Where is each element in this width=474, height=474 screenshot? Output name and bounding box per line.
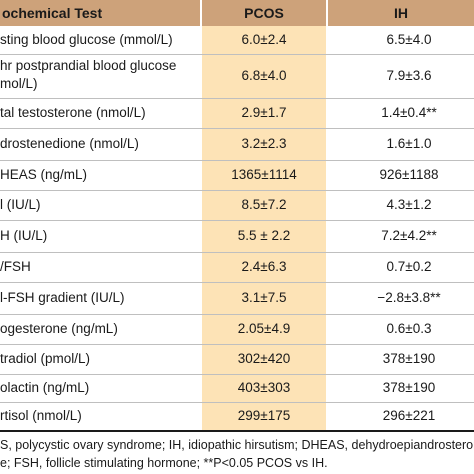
table-row: tal testosterone (nmol/L) 2.9±1.7 1.4±0.4*… (0, 98, 474, 128)
row-divider (0, 344, 474, 345)
footnote-line-2: e; FSH, follicle stimulating hormone; **… (0, 456, 328, 470)
cell-ih: 926±1188 (379, 167, 439, 182)
cell-ih: 7.2±4.2** (381, 228, 437, 243)
table-row: sting blood glucose (mmol/L) 6.0±2.4 6.5±4… (0, 26, 474, 54)
cell-pcos: 6.0±2.4 (241, 32, 287, 47)
cell-pcos: 403±303 (237, 380, 291, 395)
row-divider (0, 190, 474, 191)
cell-ih: 7.9±3.6 (386, 68, 432, 83)
cell-test: rtisol (nmol/L) (0, 408, 82, 423)
cell-test: hr postprandial blood glucose mol/L) (0, 58, 177, 91)
cell-pcos: 6.8±4.0 (241, 68, 287, 83)
table-row: ogesterone (ng/mL) 2.05±4.9 0.6±0.3 (0, 314, 474, 344)
row-divider (0, 282, 474, 283)
cell-ih: 0.6±0.3 (386, 321, 432, 336)
table-bottom-rule (0, 430, 474, 432)
table-row: H (IU/L) 5.5 ± 2.2 7.2±4.2** (0, 220, 474, 252)
cell-ih: −2.8±3.8** (377, 290, 441, 305)
cell-pcos: 2.05±4.9 (237, 321, 291, 336)
cell-ih: 378±190 (382, 351, 436, 366)
cell-test: drostenedione (nmol/L) (0, 136, 139, 151)
row-divider (0, 160, 474, 161)
cell-ih: 6.5±4.0 (386, 32, 432, 47)
cell-ih: 378±190 (382, 380, 436, 395)
row-divider (0, 374, 474, 375)
row-divider (0, 128, 474, 129)
cell-test: /FSH (0, 259, 31, 274)
table-row: HEAS (ng/mL) 1365±1114 926±1188 (0, 160, 474, 190)
table-row: olactin (ng/mL) 403±303 378±190 (0, 374, 474, 402)
row-divider (0, 98, 474, 99)
cell-test: H (IU/L) (0, 228, 48, 243)
cell-test: l-FSH gradient (IU/L) (0, 290, 125, 305)
cell-ih: 0.7±0.2 (386, 259, 432, 274)
cell-test: sting blood glucose (mmol/L) (0, 32, 173, 47)
cell-ih: 1.4±0.4** (381, 105, 437, 120)
row-divider (0, 402, 474, 403)
cell-test: tal testosterone (nmol/L) (0, 105, 146, 120)
cell-ih: 4.3±1.2 (386, 197, 432, 212)
cell-ih: 1.6±1.0 (386, 136, 432, 151)
header-test: ochemical Test (0, 0, 200, 26)
cell-test: ogesterone (ng/mL) (0, 321, 118, 336)
table-row: l (IU/L) 8.5±7.2 4.3±1.2 (0, 190, 474, 220)
table-row: hr postprandial blood glucose mol/L) 6.8±… (0, 54, 474, 98)
cell-pcos: 299±175 (237, 408, 291, 423)
header-ih: IH (328, 0, 474, 26)
header-pcos: PCOS (200, 0, 328, 26)
cell-test: l (IU/L) (0, 197, 41, 212)
table-row: rtisol (nmol/L) 299±175 296±221 (0, 402, 474, 430)
row-divider (0, 220, 474, 221)
footnote-line-1: S, polycystic ovary syndrome; IH, idiopa… (0, 438, 474, 452)
cell-ih: 296±221 (382, 408, 436, 423)
cell-pcos: 2.4±6.3 (241, 259, 287, 274)
cell-pcos: 8.5±7.2 (241, 197, 287, 212)
cell-test: tradiol (pmol/L) (0, 351, 91, 366)
cell-pcos: 302±420 (237, 351, 291, 366)
cell-pcos: 3.2±2.3 (241, 136, 287, 151)
cell-pcos: 5.5 ± 2.2 (237, 228, 291, 243)
cell-test: olactin (ng/mL) (0, 380, 90, 395)
table-row: drostenedione (nmol/L) 3.2±2.3 1.6±1.0 (0, 128, 474, 160)
pcos-column-highlight (202, 26, 326, 430)
row-divider (0, 54, 474, 55)
table-row: /FSH 2.4±6.3 0.7±0.2 (0, 252, 474, 282)
table-row: l-FSH gradient (IU/L) 3.1±7.5 −2.8±3.8** (0, 282, 474, 314)
cell-test: HEAS (ng/mL) (0, 167, 88, 182)
cell-pcos: 3.1±7.5 (241, 290, 287, 305)
cell-pcos: 2.9±1.7 (241, 105, 287, 120)
row-divider (0, 252, 474, 253)
table-row: tradiol (pmol/L) 302±420 378±190 (0, 344, 474, 374)
row-divider (0, 314, 474, 315)
cell-pcos: 1365±1114 (231, 167, 297, 182)
